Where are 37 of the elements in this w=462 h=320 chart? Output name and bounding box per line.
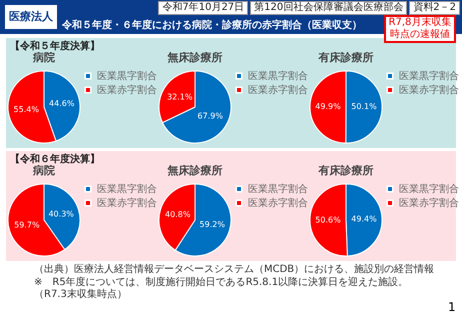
text: R7,8月末収集 <box>388 17 452 28</box>
text: ※ R5年度については、制度施行開始日であるR5.8.1以降に決算日を迎えた施設。（R7.3末収集時点） <box>34 277 410 301</box>
legend-label: 医業黒字割合 <box>248 183 308 195</box>
legend-label: 医業黒字割合 <box>97 70 157 82</box>
text: 時点の速報値 <box>389 29 451 41</box>
legend-label: 医業黒字割合 <box>97 183 157 195</box>
text: 資料2－2 <box>409 1 460 15</box>
data-label: 50.1% <box>351 102 378 112</box>
data-label: 50.6% <box>315 215 342 224</box>
data-label: 32.1% <box>167 92 193 102</box>
text: 第120回社会保障審議会医療部会 <box>250 1 408 15</box>
text: 令和7年10月27日 <box>158 1 248 15</box>
data-label: 40.8% <box>165 210 191 219</box>
chart-subtitle: 【令和６年度決算】 <box>10 152 100 165</box>
chart-subtitle: 【令和５年度決算】 <box>10 39 100 52</box>
legend-label: 医業黒字割合 <box>248 70 308 82</box>
legend-label: 医業黒字割合 <box>399 70 459 82</box>
data-label: 40.3% <box>48 210 74 219</box>
legend-label: 医業黒字割合 <box>399 183 459 195</box>
data-label: 44.6% <box>49 98 75 108</box>
legend-label: 医業赤字割合 <box>399 197 459 209</box>
data-label: 55.4% <box>14 105 40 114</box>
data-label: 49.4% <box>351 214 378 224</box>
legend-label: 医業赤字割合 <box>248 84 308 96</box>
text: 医療法人 <box>4 4 58 30</box>
text: 令和５年度・６年度における病院・診療所の赤字割合（医業収支） <box>62 18 362 32</box>
legend-label: 医業赤字割合 <box>97 84 157 96</box>
data-label: 49.9% <box>315 102 342 111</box>
text: （出典）医療法人経営情報データベースシステム（MCDB）における、施設別の経営情報 <box>34 264 434 276</box>
legend-label: 医業赤字割合 <box>399 84 459 96</box>
data-label: 59.2% <box>200 220 226 230</box>
legend-label: 医業赤字割合 <box>248 197 308 209</box>
text: 1 <box>448 300 456 314</box>
data-label: 59.7% <box>14 220 40 230</box>
pie-slice <box>162 70 232 144</box>
legend-label: 医業赤字割合 <box>97 197 157 209</box>
data-label: 67.9% <box>198 112 224 121</box>
